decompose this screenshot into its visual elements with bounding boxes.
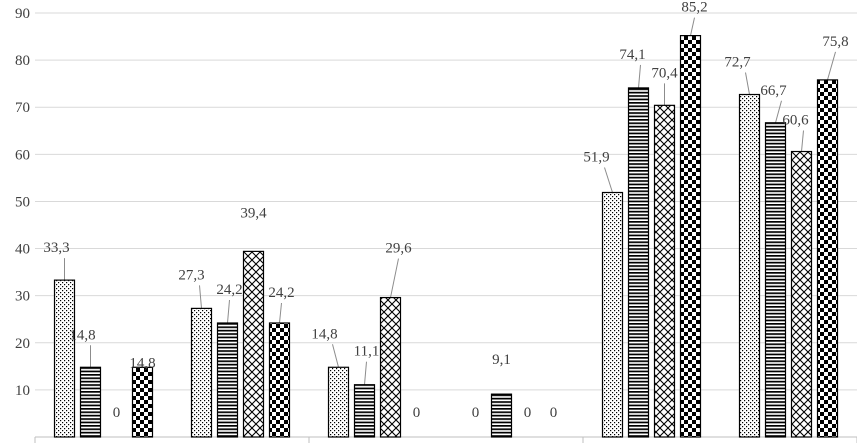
label-leader-line [638,64,641,88]
data-label-checkerboard-group-3: 0 [413,405,421,421]
bar-diagonal-crosshatch-group-6 [790,150,813,438]
data-label-diagonal-crosshatch-group-3: 29,6 [385,241,412,257]
label-leader-line [332,344,339,368]
bar-dotted-group-6 [738,93,761,438]
bar-horizontal-stripes-group-5 [627,87,650,438]
data-label-horizontal-stripes-group-4: 9,1 [492,352,511,368]
data-label-dotted-group-2: 27,3 [178,267,204,283]
bar-diagonal-crosshatch-group-5 [653,104,676,438]
y-tick-label-20: 20 [15,336,30,352]
bar-horizontal-stripes-group-6 [764,122,787,438]
data-label-checkerboard-group-5: 85,2 [681,0,707,16]
bar-dotted-group-5 [601,191,624,438]
y-tick-label-90: 90 [15,6,30,22]
label-leader-line [390,258,399,298]
data-label-dotted-group-6: 72,7 [724,55,751,71]
bar-dotted-group-2 [190,307,213,438]
y-tick-label-30: 30 [15,289,30,305]
data-label-diagonal-crosshatch-group-1: 0 [113,405,121,421]
bar-diagonal-crosshatch-group-3 [379,296,402,438]
data-label-checkerboard-group-1: 14,8 [129,355,155,371]
y-tick-label-60: 60 [15,147,30,163]
data-label-horizontal-stripes-group-3: 11,1 [354,344,380,360]
bars [53,35,839,438]
y-tick-label-80: 80 [15,53,30,69]
label-leader-line [775,100,782,123]
label-leader-line [801,130,804,152]
data-labels: 33,3 14,8 0 14,8 27,3 24,2 39,4 24,2 14,8 11,1 29,… [43,0,848,421]
y-tick-label-70: 70 [15,100,30,116]
data-label-dotted-group-5: 51,9 [583,149,609,165]
bar-checkerboard-group-1 [131,366,154,438]
bar-diagonal-crosshatch-group-2 [242,250,265,438]
label-leader-line [690,17,695,36]
data-label-horizontal-stripes-group-1: 14,8 [69,327,95,343]
bar-horizontal-stripes-group-3 [353,384,376,438]
bar-dotted-group-1 [53,279,76,438]
data-label-diagonal-crosshatch-group-4: 0 [524,405,532,421]
data-label-diagonal-crosshatch-group-2: 39,4 [240,205,267,221]
leader-lines [64,17,836,385]
label-leader-line [279,302,282,324]
data-label-checkerboard-group-4: 0 [550,405,558,421]
bar-checkerboard-group-5 [679,35,702,438]
bar-horizontal-stripes-group-4 [490,393,513,438]
data-label-diagonal-crosshatch-group-6: 60,6 [782,113,809,129]
y-tick-label-10: 10 [15,383,30,399]
label-leader-line [604,167,613,193]
data-label-horizontal-stripes-group-6: 66,7 [760,83,787,99]
data-label-checkerboard-group-2: 24,2 [268,285,294,301]
y-tick-label-50: 50 [15,194,30,210]
label-leader-line [199,285,202,309]
bar-horizontal-stripes-group-1 [79,366,102,438]
data-label-checkerboard-group-6: 75,8 [822,34,848,50]
bar-dotted-group-3 [327,366,350,438]
data-label-horizontal-stripes-group-2: 24,2 [216,282,242,298]
label-leader-line [227,299,230,324]
axes: 10 20 30 40 50 60 70 80 90 [15,6,857,443]
label-leader-line [745,72,750,95]
data-label-dotted-group-4: 0 [472,405,480,421]
label-leader-line [827,51,836,81]
bar-horizontal-stripes-group-2 [216,322,239,438]
data-label-horizontal-stripes-group-5: 74,1 [619,47,645,63]
bar-checkerboard-group-2 [268,322,291,438]
label-leader-line [364,361,367,385]
data-label-dotted-group-3: 14,8 [311,326,337,342]
data-label-diagonal-crosshatch-group-5: 70,4 [651,65,678,81]
bar-checkerboard-group-6 [816,79,839,438]
gridlines [35,12,857,391]
data-label-dotted-group-1: 33,3 [43,240,69,256]
y-tick-label-40: 40 [15,242,30,258]
